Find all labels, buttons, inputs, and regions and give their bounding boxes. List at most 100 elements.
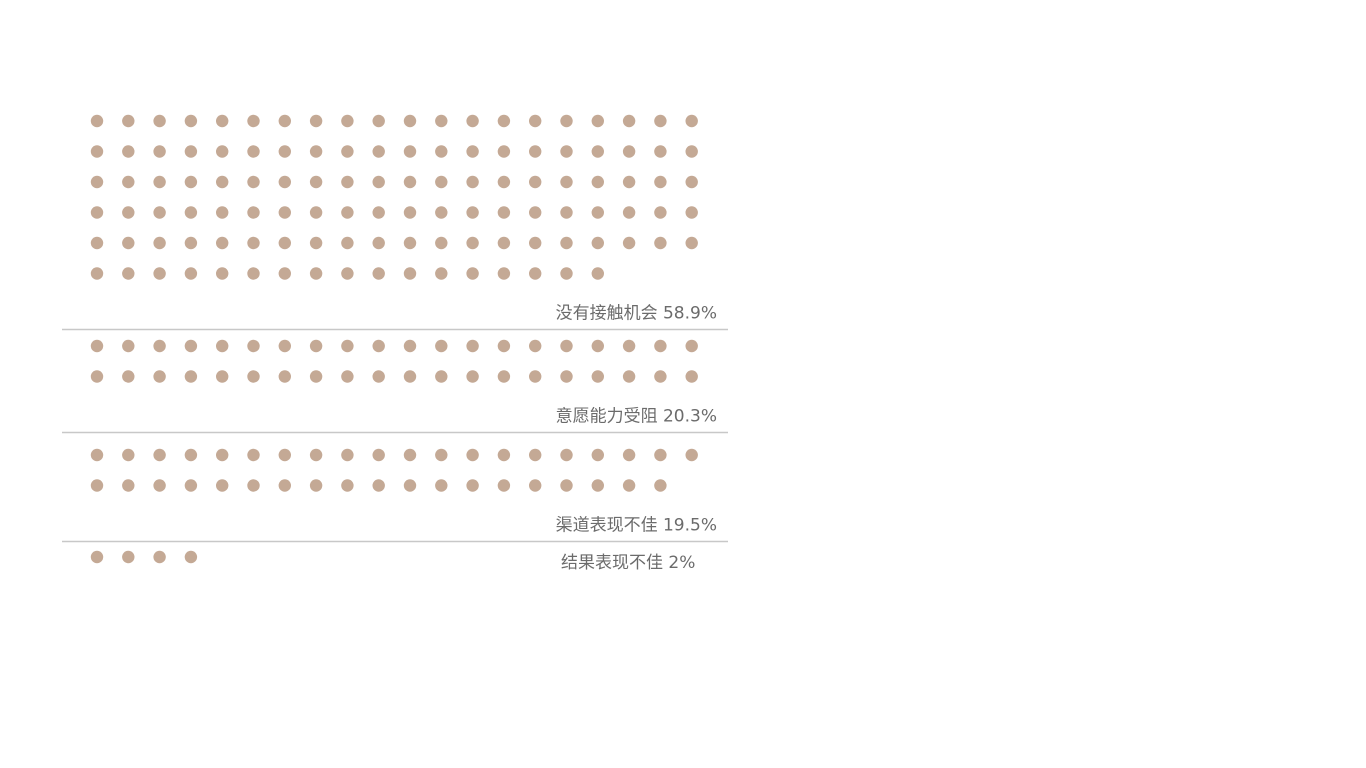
dot-mark — [341, 370, 354, 383]
dot-mark — [466, 114, 479, 128]
dot-mark — [403, 339, 417, 353]
dot-mark — [341, 175, 354, 189]
dot-mark — [278, 448, 291, 462]
dot-mark — [247, 206, 260, 219]
dot-mark — [654, 370, 667, 383]
dot-mark — [560, 479, 573, 492]
dot-mark — [216, 370, 229, 383]
dot-mark — [622, 339, 636, 353]
dot-mark — [153, 145, 166, 158]
dot-mark — [497, 206, 511, 219]
category-group: 渠道表现不佳 19.5% — [62, 448, 728, 543]
dot-mark — [435, 145, 448, 158]
dot-mark — [184, 550, 198, 564]
dot-mark — [529, 448, 542, 462]
dot-mark — [278, 175, 291, 189]
dot-mark — [685, 206, 698, 219]
dot-mark — [435, 114, 448, 128]
dot-mark — [529, 370, 542, 383]
dot-mark — [278, 339, 291, 353]
dot-mark — [372, 267, 385, 280]
dot-mark — [247, 114, 260, 128]
dot-mark — [184, 479, 198, 492]
dot-mark — [622, 206, 636, 219]
dot-mark — [497, 114, 511, 128]
dot-mark — [309, 267, 323, 280]
dot-mark — [90, 175, 104, 189]
dot-mark — [153, 479, 166, 492]
dot-mark — [466, 267, 479, 280]
category-group: 结果表现不佳 2% — [90, 550, 695, 573]
dot-mark — [122, 370, 135, 383]
dot-mark — [591, 479, 604, 492]
dot-mark — [654, 236, 667, 250]
dot-mark — [497, 175, 511, 189]
dot-mark — [247, 479, 260, 492]
dot-mark — [278, 145, 291, 158]
dot-mark — [216, 114, 229, 128]
dot-mark — [529, 114, 542, 128]
dot-mark — [622, 236, 636, 250]
dot-mark — [278, 114, 291, 128]
dot-mark — [372, 114, 385, 128]
dot-mark — [403, 175, 417, 189]
dot-mark — [90, 114, 104, 128]
dot-mark — [466, 370, 479, 383]
dot-mark — [278, 267, 291, 280]
category-group: 没有接触机会 58.9% — [62, 114, 728, 331]
dot-mark — [466, 175, 479, 189]
dot-mark — [529, 175, 542, 189]
dot-mark — [497, 236, 511, 250]
dot-mark — [560, 145, 573, 158]
dot-mark — [247, 267, 260, 280]
dot-mark — [372, 339, 385, 353]
dot-mark — [591, 448, 604, 462]
dot-mark — [560, 267, 573, 280]
dot-mark — [560, 448, 573, 462]
dot-mark — [497, 267, 511, 280]
category-group: 意愿能力受阻 20.3% — [62, 339, 728, 434]
dot-mark — [341, 114, 354, 128]
dot-mark — [184, 339, 198, 353]
dot-mark — [122, 236, 135, 250]
dot-mark — [654, 114, 667, 128]
dot-mark — [309, 339, 323, 353]
dot-mark — [529, 236, 542, 250]
dot-mark — [216, 206, 229, 219]
dot-mark — [372, 145, 385, 158]
dot-mark — [560, 175, 573, 189]
dot-mark — [122, 145, 135, 158]
dot-mark — [309, 370, 323, 383]
dot-mark — [122, 550, 135, 564]
dot-mark — [341, 206, 354, 219]
dot-mark — [403, 206, 417, 219]
dot-mark — [403, 479, 417, 492]
dot-mark — [184, 206, 198, 219]
dot-mark — [278, 236, 291, 250]
dot-mark — [122, 479, 135, 492]
dot-mark — [435, 267, 448, 280]
dot-mark — [153, 550, 166, 564]
dot-mark — [341, 339, 354, 353]
dot-mark — [654, 145, 667, 158]
dot-mark — [435, 448, 448, 462]
dot-mark — [466, 339, 479, 353]
dot-mark — [341, 236, 354, 250]
dot-mark — [497, 339, 511, 353]
dot-mark — [309, 114, 323, 128]
dot-mark — [372, 236, 385, 250]
dot-mark — [435, 479, 448, 492]
dot-mark — [403, 267, 417, 280]
dot-mark — [122, 175, 135, 189]
dot-mark — [622, 175, 636, 189]
dot-mark — [529, 479, 542, 492]
dot-mark — [309, 236, 323, 250]
dot-mark — [341, 145, 354, 158]
dot-mark — [153, 236, 166, 250]
dot-mark — [372, 448, 385, 462]
dot-mark — [90, 339, 104, 353]
dot-mark — [122, 339, 135, 353]
dot-mark — [90, 370, 104, 383]
dot-mark — [529, 145, 542, 158]
dot-mark — [685, 339, 698, 353]
